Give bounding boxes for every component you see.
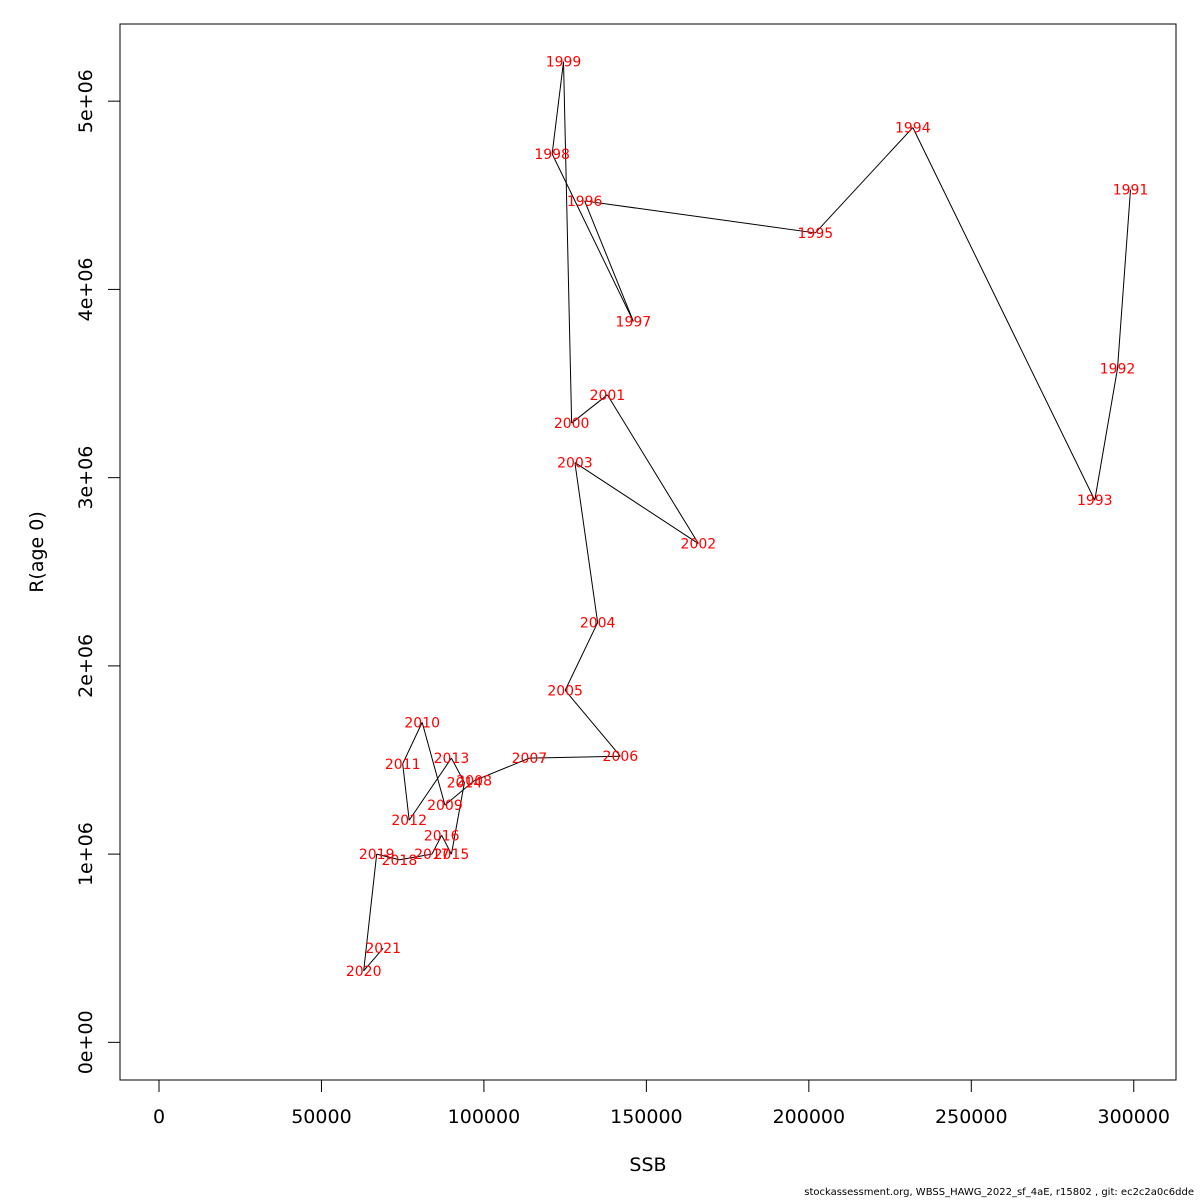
series-segment [450, 782, 465, 855]
point-label: 2011 [385, 757, 421, 773]
point-label: 2003 [557, 456, 593, 472]
point-label: 2017 [414, 847, 450, 863]
y-tick-label: 2e+06 [75, 634, 97, 698]
point-label: 1998 [534, 147, 570, 163]
series-segment [363, 947, 384, 972]
point-label: 1993 [1077, 493, 1113, 509]
point-label: 2008 [456, 774, 492, 790]
y-axis-label: R(age 0) [26, 511, 48, 593]
series-segment [574, 462, 699, 544]
point-label: 1992 [1100, 361, 1136, 377]
y-axis: 0e+00 1e+06 2e+06 3e+06 4e+06 5e+06 [75, 69, 121, 1074]
x-tick-label: 250000 [935, 1106, 1008, 1128]
y-tick-label: 1e+06 [75, 822, 97, 886]
x-tick-label: 300000 [1097, 1106, 1170, 1128]
series-segment [408, 757, 452, 821]
series-segment [421, 722, 446, 806]
series-segment [584, 200, 816, 234]
x-axis-label: SSB [629, 1154, 666, 1176]
point-label: 2005 [547, 683, 583, 699]
point-label: 2019 [359, 847, 395, 863]
x-tick-label: 150000 [610, 1106, 683, 1128]
point-label: 2006 [603, 749, 639, 765]
point-label: 2002 [681, 537, 717, 553]
point-label: 1997 [616, 314, 652, 330]
x-tick-label: 0 [153, 1106, 165, 1128]
series-segment [441, 835, 452, 855]
series-segment [551, 153, 634, 322]
series-segment [399, 853, 433, 861]
series-segment [584, 200, 634, 322]
x-tick-label: 50000 [291, 1106, 351, 1128]
y-tick-label: 5e+06 [75, 69, 97, 133]
x-tick-label: 200000 [773, 1106, 846, 1128]
series-segment [473, 757, 530, 782]
point-label: 1991 [1113, 183, 1149, 199]
point-label: 1994 [895, 121, 931, 137]
series-segment [912, 127, 1096, 501]
footer-note: stockassessment.org, WBSS_HAWG_2022_sf_4… [804, 1187, 1194, 1198]
point-label: 2000 [554, 416, 590, 432]
series-segment [376, 853, 400, 861]
y-tick-label: 4e+06 [75, 257, 97, 321]
point-label: 2018 [382, 853, 418, 869]
point-label: 2021 [365, 941, 401, 957]
series-segment [606, 394, 699, 544]
point-label: 2010 [404, 715, 440, 731]
point-label: 2016 [424, 828, 460, 844]
series-segment [431, 835, 443, 855]
point-label: 2004 [580, 616, 616, 632]
series-segment [1117, 189, 1132, 369]
series-segment [563, 61, 573, 424]
series-segment [450, 757, 465, 783]
point-labels: 1991 1992 1993 1994 1995 1996 1997 1998 1999 2000… [346, 55, 1148, 980]
point-label: 2020 [346, 964, 382, 980]
data-series [363, 61, 1132, 972]
series-segment [574, 462, 599, 623]
point-label: 2013 [434, 751, 470, 767]
series-segment [402, 722, 423, 764]
series-segment [551, 61, 565, 154]
point-label: 2012 [391, 813, 427, 829]
series-segment [571, 394, 608, 424]
point-label: 2001 [590, 388, 626, 404]
series-segment [529, 755, 621, 759]
point-label: 2015 [434, 847, 470, 863]
x-tick-label: 100000 [448, 1106, 521, 1128]
point-label: 1999 [546, 55, 582, 71]
point-label: 2007 [512, 751, 548, 767]
series-segment [1094, 368, 1119, 501]
y-tick-label: 0e+00 [75, 1010, 97, 1074]
point-label: 2014 [447, 776, 483, 792]
series-segment [564, 690, 621, 757]
series-segment [402, 763, 410, 821]
series-segment [564, 622, 599, 691]
series-segment [363, 854, 378, 971]
point-label: 1995 [798, 226, 834, 242]
plot-frame [119, 23, 1177, 1081]
x-axis: 0 50000 100000 150000 200000 250000 300000 [153, 1079, 1170, 1128]
series-segment [814, 127, 914, 234]
series-segment [444, 780, 475, 806]
point-label: 1996 [567, 194, 603, 210]
point-label: 2009 [427, 798, 463, 814]
y-tick-label: 3e+06 [75, 446, 97, 510]
